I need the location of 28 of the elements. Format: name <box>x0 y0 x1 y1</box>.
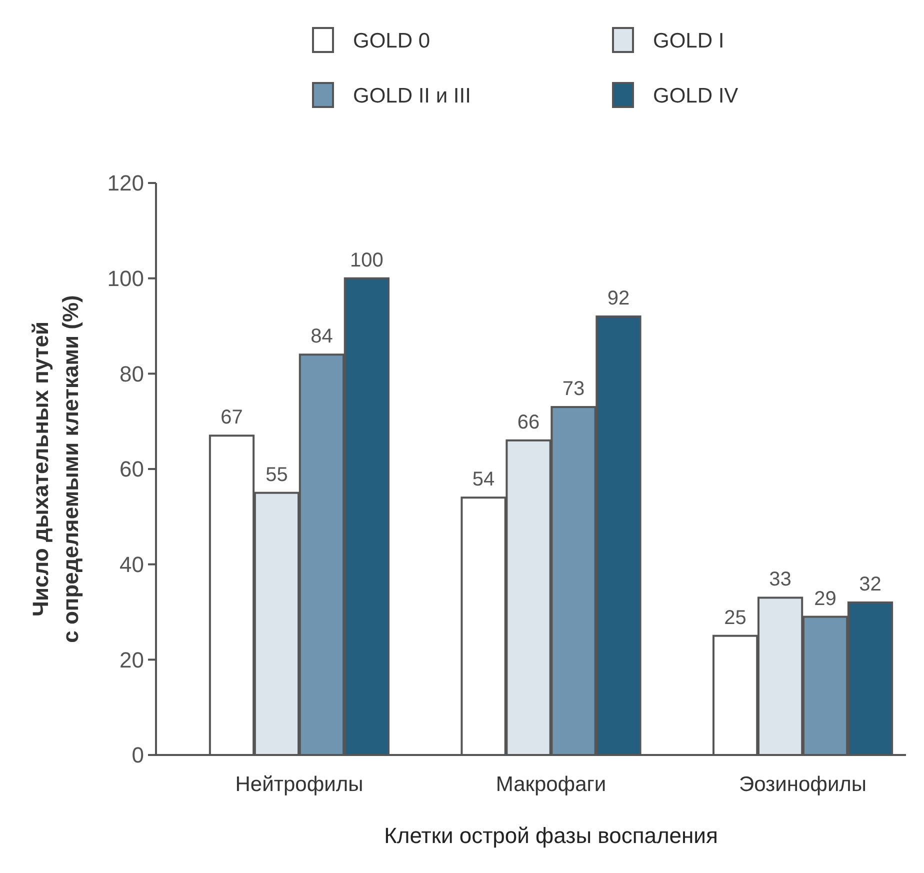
y-tick-label: 60 <box>120 456 144 482</box>
data-label: 55 <box>266 464 288 486</box>
data-label: 92 <box>607 287 630 310</box>
legend-label: GOLD I <box>653 29 724 52</box>
legend-label: GOLD 0 <box>353 29 430 52</box>
data-label: 54 <box>472 468 495 491</box>
legend-label: GOLD II и III <box>353 84 471 108</box>
y-tick-label: 20 <box>120 647 144 672</box>
x-tick-label: Эозинофилы <box>739 773 867 796</box>
data-label: 25 <box>724 606 746 629</box>
data-label: 84 <box>310 326 333 348</box>
x-axis-title: Клетки острой фазы воспаления <box>384 823 718 848</box>
x-tick-label: Макрофаги <box>496 773 606 796</box>
y-axis-title: Число дыхательных путей с определяемыми клетками (%) <box>28 295 83 643</box>
y-tick-label: 0 <box>132 742 144 768</box>
data-label: 29 <box>814 588 836 610</box>
x-tick-label: Нейтрофилы <box>235 773 364 796</box>
data-label: 100 <box>350 249 384 272</box>
y-tick-label: 40 <box>120 552 144 578</box>
y-tick-label: 80 <box>120 361 144 386</box>
data-label: 67 <box>220 406 243 429</box>
data-label: 73 <box>562 378 585 400</box>
legend-label: GOLD IV <box>653 84 738 108</box>
data-label: 66 <box>517 411 540 434</box>
y-tick-label: 100 <box>107 266 144 292</box>
y-tick-label: 120 <box>107 170 144 196</box>
data-label: 32 <box>859 573 882 596</box>
data-label: 33 <box>769 568 792 591</box>
